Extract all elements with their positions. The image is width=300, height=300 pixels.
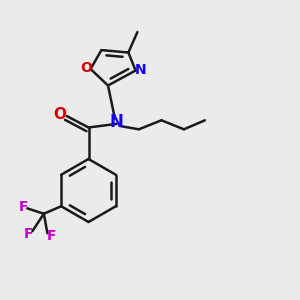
Text: F: F <box>24 226 34 241</box>
Text: F: F <box>19 200 28 214</box>
Text: N: N <box>110 113 123 131</box>
Text: O: O <box>80 61 92 75</box>
Text: O: O <box>53 107 66 122</box>
Text: F: F <box>46 229 56 243</box>
Text: N: N <box>135 63 146 77</box>
